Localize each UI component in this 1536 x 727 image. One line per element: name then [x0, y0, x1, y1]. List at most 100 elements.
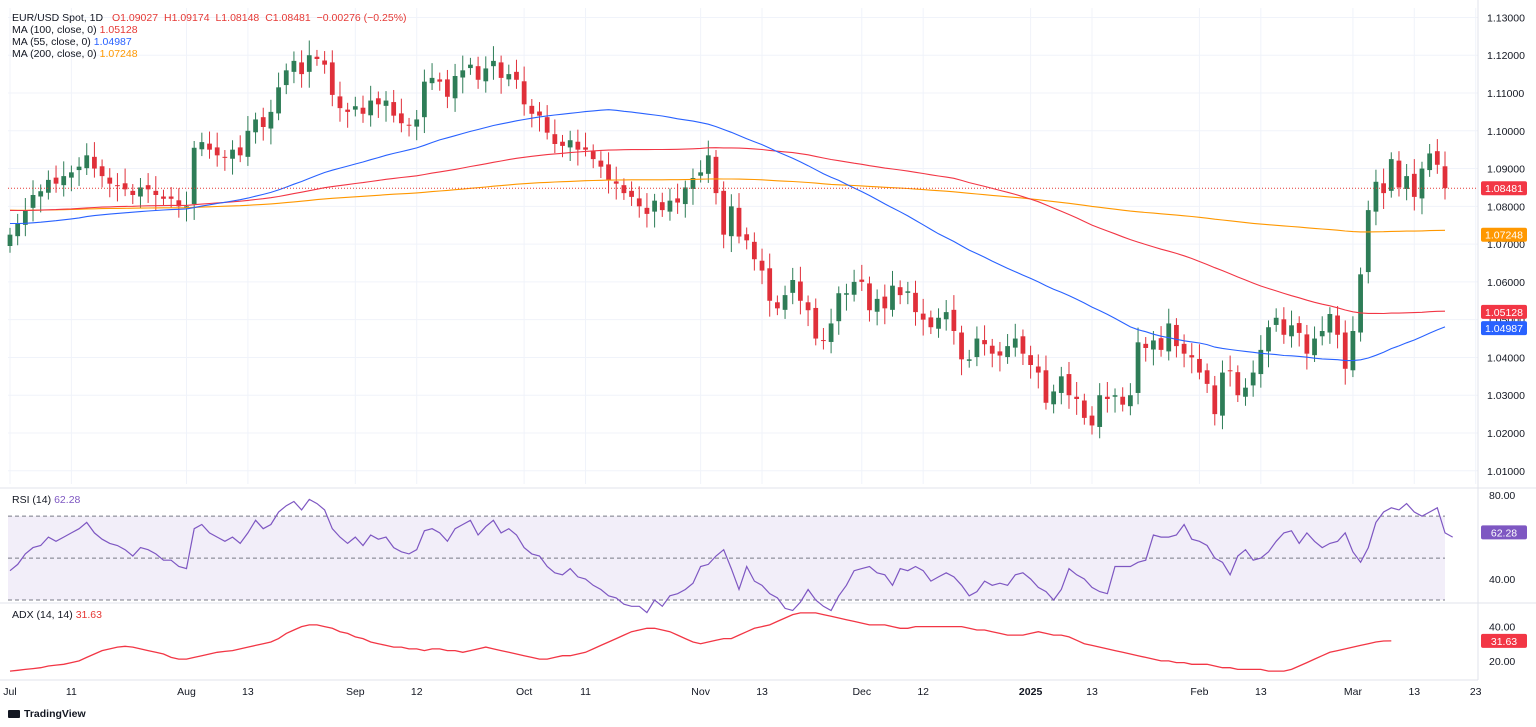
candle-body	[1319, 331, 1325, 337]
candle-body	[1043, 370, 1049, 403]
candle-body	[1204, 370, 1210, 384]
time-tick-label: Mar	[1344, 686, 1363, 698]
candle-body	[115, 185, 120, 187]
tradingview-logo[interactable]: TradingView	[8, 708, 86, 720]
candle-body	[161, 196, 166, 199]
time-tick-label: Dec	[852, 686, 871, 698]
candle-body	[936, 317, 941, 329]
price-tick-label: 1.11000	[1487, 88, 1524, 100]
candle-body	[491, 60, 496, 67]
ma55-tag: 1.04987	[1485, 323, 1523, 335]
candle-body	[828, 323, 834, 342]
candle-body	[1289, 325, 1294, 337]
rsi-legend[interactable]: RSI (14) 62.28	[12, 494, 80, 506]
rsi-line	[9, 498, 1453, 614]
ma55-line	[10, 109, 1446, 362]
candle-body	[982, 340, 987, 345]
candle-body	[375, 98, 381, 105]
candle-body	[299, 62, 304, 75]
candle-body	[966, 359, 972, 361]
candle-body	[1373, 181, 1379, 212]
rsi-label: RSI (14)	[12, 494, 52, 506]
price-tick-label: 1.06000	[1487, 277, 1525, 289]
candle-body	[667, 200, 673, 212]
candle-body	[705, 155, 711, 174]
ma100-legend[interactable]: MA (100, close, 0) 1.05128	[12, 24, 138, 36]
candle-body	[207, 143, 212, 150]
main-legend: EUR/USD Spot, 1D O1.09027 H1.09174 L1.08…	[12, 12, 407, 24]
ma200-tag: 1.07248	[1485, 230, 1523, 242]
candle-body	[798, 281, 803, 301]
last-price-tag-bg	[1481, 181, 1527, 196]
candle-body	[168, 196, 174, 199]
open-value: O1.09027	[111, 12, 159, 24]
change-value: −0.00276 (−0.25%)	[316, 12, 407, 24]
rsi-tick-label: 40.00	[1489, 574, 1515, 586]
candle-body	[698, 172, 704, 176]
candle-body	[1281, 319, 1287, 335]
candle-body	[199, 142, 205, 150]
candle-body	[230, 149, 235, 159]
candle-body	[368, 100, 374, 116]
candle-body	[99, 166, 105, 177]
adx-legend[interactable]: ADX (14, 14) 31.63	[12, 609, 102, 621]
candle-body	[1434, 151, 1440, 165]
candle-body	[1104, 396, 1110, 399]
candle-body	[69, 172, 74, 178]
candle-body	[483, 68, 489, 82]
price-tick-label: 1.09000	[1487, 164, 1525, 176]
ma100-label: MA (100, close, 0)	[12, 24, 97, 36]
candle-body	[1442, 166, 1448, 189]
tradingview-logo-icon	[8, 710, 20, 719]
candle-body	[422, 81, 427, 118]
rsi-value-tag-bg	[1481, 525, 1527, 540]
candle-body	[1220, 372, 1225, 416]
time-tick-label: Aug	[177, 686, 196, 698]
candle-body	[1419, 168, 1425, 199]
candle-body	[1074, 396, 1080, 399]
candle-body	[590, 151, 596, 160]
candle-body	[537, 111, 542, 116]
candle-body	[859, 279, 865, 282]
close-value: C1.08481	[265, 12, 311, 24]
candle-body	[836, 293, 842, 322]
candle-body	[567, 140, 573, 148]
candle-body	[1081, 400, 1087, 418]
candle-body	[1250, 372, 1256, 386]
candle-body	[92, 156, 97, 169]
candle-body	[1243, 387, 1248, 397]
candle-body	[475, 66, 481, 80]
candle-body	[429, 77, 435, 84]
candle-body	[728, 206, 734, 237]
candle-body	[913, 292, 918, 313]
candle-body	[1135, 342, 1141, 393]
candle-body	[122, 183, 128, 190]
candle-body	[636, 198, 642, 207]
candle-body	[352, 106, 358, 110]
candle-body	[821, 340, 826, 342]
candle-body	[1327, 314, 1333, 333]
ma55-legend[interactable]: MA (55, close, 0) 1.04987	[12, 36, 132, 48]
time-tick-label: 11	[66, 686, 77, 698]
price-tick-label: 1.12000	[1487, 50, 1525, 62]
adx-tick-label: 40.00	[1489, 622, 1515, 634]
candle-body	[1304, 334, 1310, 354]
candle-body	[759, 260, 765, 271]
price-tick-label: 1.10000	[1487, 126, 1525, 138]
candle-body	[406, 124, 412, 126]
candle-body	[7, 234, 13, 246]
candle-body	[153, 190, 159, 195]
candle-body	[606, 164, 611, 180]
candle-body	[1273, 317, 1279, 325]
candle-body	[1120, 396, 1126, 405]
price-pane-bg	[8, 8, 1478, 484]
rsi-pane: 80.00 40.00 62.28	[8, 490, 1527, 614]
candle-body	[1296, 323, 1302, 333]
last-price-tag: 1.08481	[1485, 183, 1523, 195]
candle-body	[38, 191, 44, 197]
candle-body	[1197, 358, 1202, 373]
time-tick-label: 13	[1255, 686, 1267, 698]
candle-body	[337, 96, 343, 109]
ma200-legend[interactable]: MA (200, close, 0) 1.07248	[12, 48, 138, 60]
